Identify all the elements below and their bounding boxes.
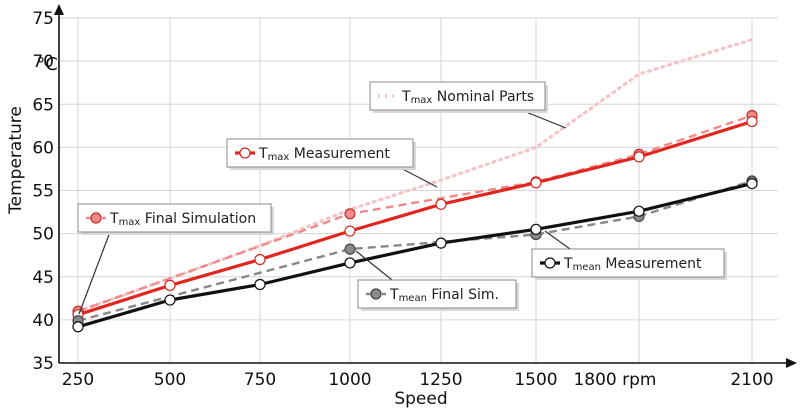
y-tick-label-65: 65 — [32, 95, 54, 115]
grid — [59, 17, 778, 363]
legend-swatch-marker-tmax_final_sim — [90, 212, 102, 224]
y-tick-label-60: 60 — [32, 138, 54, 158]
data-point-tmean_measurement-1000 — [344, 257, 356, 269]
legend-label-tmax_nominal: Tmax Nominal Parts — [401, 89, 534, 106]
x-tick-label-1250: 1250 — [419, 370, 462, 390]
series-line-tmax_nominal — [76, 37, 754, 313]
legend-label-tmax_measurement: Tmax Measurement — [258, 146, 390, 163]
axes — [54, 4, 797, 368]
series-line-tmax_final_sim — [77, 114, 753, 313]
legend-label-tmean_measurement: Tmean Measurement — [563, 256, 702, 273]
legend-leader-tmax_final_sim — [78, 231, 111, 315]
legend-box-tmax_nominal — [369, 81, 546, 111]
series-tmax_nominal — [76, 37, 754, 313]
x-tick-label-1800: 1800 rpm — [573, 370, 656, 390]
data-point-tmean_measurement-500 — [164, 294, 176, 306]
data-point-tmean_measurement-1500 — [530, 223, 542, 235]
data-point-tmax_measurement-2100 — [746, 115, 758, 128]
y-unit-label: °C — [36, 54, 58, 75]
y-tick-label-40: 40 — [32, 311, 54, 331]
series-line-tmean_final_sim — [77, 179, 753, 322]
series-line-tmax_measurement — [77, 119, 753, 317]
x-tick-label-2100: 2100 — [730, 370, 773, 390]
y-tick-label-50: 50 — [32, 225, 54, 245]
legend-item-tmean_final_sim: Tmean Final Sim. — [355, 250, 519, 311]
x-axis-title: Speed — [394, 389, 447, 409]
data-point-tmean_final_sim-1000 — [344, 243, 356, 255]
x-tick-label-1000: 1000 — [328, 370, 371, 390]
legend-item-tmax_measurement: Tmax Measurement — [226, 138, 438, 188]
x-tick-label-250: 250 — [62, 370, 94, 390]
y-tick-label-70: 70 — [32, 52, 54, 72]
data-point-tmax_final_sim-1000 — [344, 208, 356, 220]
legend-leader-tmean_measurement — [544, 230, 571, 250]
legend-swatch-marker-tmax_measurement — [239, 147, 251, 159]
data-point-tmean_measurement-250 — [72, 321, 84, 333]
series-tmax_measurement — [72, 115, 758, 321]
x-axis-arrow — [786, 358, 797, 368]
legend-swatch-marker-tmean_final_sim — [370, 288, 382, 300]
data-point-tmax_measurement-1500 — [530, 177, 542, 189]
y-tick-label-45: 45 — [32, 268, 54, 288]
legend-swatch-marker-tmean_measurement — [544, 257, 556, 269]
data-point-tmean_measurement-1250 — [435, 237, 447, 249]
y-axis-arrow — [54, 4, 64, 15]
legend-item-tmax_final_sim: Tmax Final Simulation — [77, 203, 274, 315]
x-tick-label-1500: 1500 — [514, 370, 557, 390]
data-point-tmean_measurement-1800 — [633, 205, 645, 217]
x-tick-label-500: 500 — [154, 370, 186, 390]
data-point-tmean_measurement-2100 — [746, 178, 758, 190]
data-point-tmax_measurement-1000 — [344, 225, 356, 237]
legend-leader-tmean_final_sim — [355, 250, 393, 281]
legend-item-tmax_nominal: Tmax Nominal Parts — [369, 81, 567, 129]
data-point-tmax_measurement-1250 — [435, 198, 447, 210]
legend-label-tmean_final_sim: Tmean Final Sim. — [389, 287, 499, 304]
x-tick-label-750: 750 — [244, 370, 276, 390]
y-axis-title: Temperature — [6, 106, 26, 215]
data-point-tmean_measurement-750 — [254, 278, 266, 291]
data-point-tmax_measurement-500 — [164, 279, 176, 291]
series-line-tmean_measurement — [77, 182, 753, 329]
y-tick-label-55: 55 — [32, 182, 54, 202]
legend-item-tmean_measurement: Tmean Measurement — [531, 230, 727, 280]
data-point-tmax_measurement-750 — [254, 253, 266, 266]
legend-box-tmean_measurement — [531, 248, 725, 278]
legend-box-tmax_measurement — [226, 138, 414, 168]
series-tmean_measurement — [72, 178, 758, 333]
legend: Tmax Nominal Parts Tmax Measurement Tmax F… — [77, 81, 727, 315]
tick-labels: 35 40 45 50 55 60 65 70 75 250 500 750 1000 1250 1500 1… — [32, 9, 773, 390]
series-layer — [72, 37, 758, 333]
legend-label-tmax_final_sim: Tmax Final Simulation — [109, 211, 256, 228]
y-tick-label-35: 35 — [32, 354, 54, 374]
data-point-tmax_measurement-1800 — [633, 151, 645, 163]
y-tick-label-75: 75 — [32, 9, 54, 29]
legend-box-tmax_final_sim — [77, 203, 272, 233]
